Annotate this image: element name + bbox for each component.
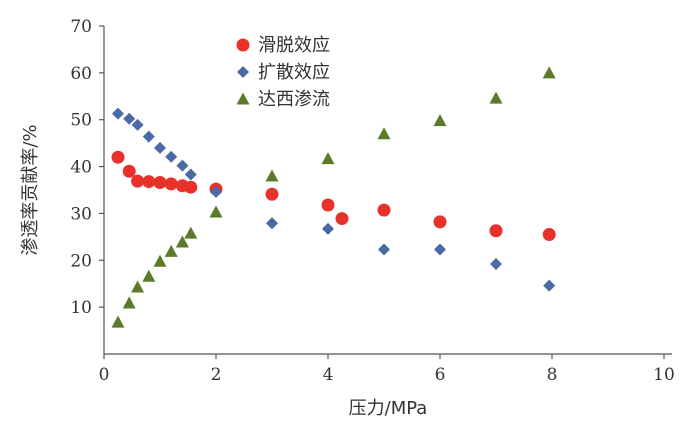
series-triangle [111, 66, 556, 328]
x-tick-label: 4 [323, 365, 334, 385]
data-point-triangle [377, 127, 391, 140]
data-point-triangle [131, 280, 145, 293]
data-point-triangle [164, 244, 178, 257]
x-tick-label: 8 [547, 365, 558, 385]
data-point-diamond [266, 217, 278, 230]
data-point-diamond [210, 185, 222, 198]
y-ticks: 10 20 30 40 50 60 70 [70, 17, 104, 318]
data-point-triangle [321, 152, 335, 165]
data-point-triangle [111, 315, 125, 328]
legend-label: 扩散效应 [258, 62, 330, 83]
y-tick-label: 50 [70, 111, 92, 131]
data-point-circle [542, 228, 556, 242]
x-tick-label: 10 [653, 365, 675, 385]
data-point-circle [321, 198, 335, 212]
data-point-diamond [490, 258, 502, 271]
data-point-diamond [434, 243, 446, 256]
legend-marker-diamond [237, 66, 249, 78]
legend-marker-triangle [236, 92, 250, 105]
data-point-diamond [123, 112, 136, 125]
data-point-diamond [131, 118, 144, 131]
data-point-diamond [184, 168, 197, 181]
data-point-triangle [184, 226, 198, 239]
data-point-circle [131, 174, 145, 188]
legend-marker-circle [236, 38, 250, 52]
data-point-triangle [265, 169, 279, 182]
series-diamond [112, 107, 556, 292]
series-circle [111, 150, 556, 242]
data-point-diamond [165, 150, 178, 163]
data-point-circle [377, 203, 391, 217]
data-point-circle [265, 187, 279, 201]
x-tick-label: 2 [211, 365, 222, 385]
y-tick-label: 30 [70, 204, 92, 224]
legend-label: 滑脱效应 [258, 35, 330, 56]
data-point-circle [489, 224, 503, 238]
data-point-triangle [122, 296, 136, 309]
data-point-triangle [142, 269, 156, 282]
data-point-triangle [175, 235, 189, 248]
data-point-circle [433, 215, 447, 229]
y-tick-label: 70 [70, 17, 92, 37]
data-point-circle [153, 176, 167, 190]
x-tick-label: 0 [99, 365, 110, 385]
y-tick-label: 40 [70, 158, 92, 178]
data-point-triangle [489, 91, 503, 104]
y-tick-label: 10 [70, 298, 92, 318]
axes [103, 26, 672, 355]
data-point-diamond [154, 141, 166, 154]
data-point-diamond [543, 279, 556, 292]
data-point-circle [111, 150, 125, 164]
data-point-triangle [153, 254, 167, 267]
data-point-circle [142, 175, 156, 189]
data-point-diamond [112, 107, 124, 120]
data-point-triangle [433, 114, 447, 127]
y-tick-label: 20 [70, 251, 92, 271]
data-point-diamond [142, 130, 155, 143]
x-axis-label: 压力/MPa [349, 398, 428, 419]
data-point-circle [164, 177, 178, 191]
data-point-triangle [209, 205, 223, 218]
y-axis-label: 渗透率贡献率/% [20, 124, 41, 255]
data-point-circle [335, 212, 349, 226]
data-point-diamond [176, 159, 189, 172]
data-point-triangle [542, 66, 556, 79]
x-ticks: 0 2 4 6 8 10 [99, 354, 675, 385]
y-tick-label: 60 [70, 64, 92, 84]
legend-label: 达西渗流 [258, 89, 330, 110]
data-point-diamond [322, 222, 334, 235]
data-point-circle [122, 164, 136, 178]
data-point-circle [184, 180, 198, 194]
x-tick-label: 6 [435, 365, 446, 385]
plot-area [111, 66, 556, 328]
data-point-diamond [378, 243, 390, 256]
